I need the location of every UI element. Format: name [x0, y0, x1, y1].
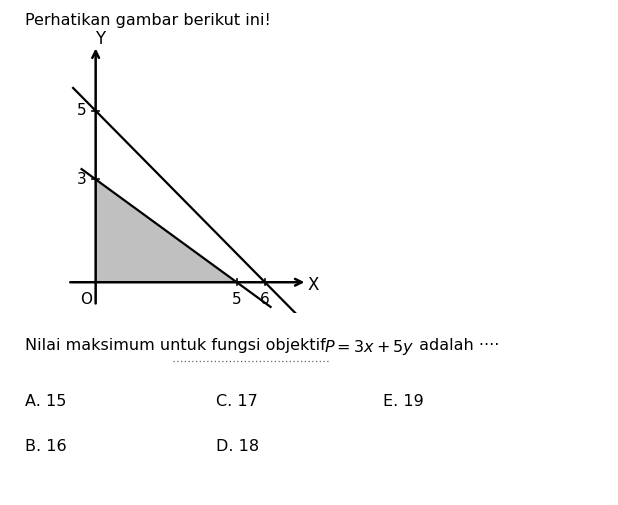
- Text: E. 19: E. 19: [383, 394, 424, 409]
- Text: C. 17: C. 17: [216, 394, 258, 409]
- Text: X: X: [307, 276, 319, 294]
- Text: D. 18: D. 18: [216, 439, 260, 455]
- Text: A. 15: A. 15: [25, 394, 66, 409]
- Polygon shape: [96, 179, 237, 282]
- Text: 5: 5: [77, 104, 87, 118]
- Text: adalah ····: adalah ····: [414, 338, 499, 354]
- Text: 3: 3: [77, 172, 87, 187]
- Text: O: O: [80, 292, 92, 307]
- Text: $P = 3x + 5y$: $P = 3x + 5y$: [324, 338, 415, 358]
- Text: Y: Y: [95, 30, 105, 48]
- Text: Perhatikan gambar berikut ini!: Perhatikan gambar berikut ini!: [25, 13, 271, 28]
- Text: 5: 5: [232, 292, 242, 307]
- Text: 6: 6: [260, 292, 270, 307]
- Text: B. 16: B. 16: [25, 439, 66, 455]
- Text: Nilai maksimum untuk fungsi objektif: Nilai maksimum untuk fungsi objektif: [25, 338, 331, 354]
